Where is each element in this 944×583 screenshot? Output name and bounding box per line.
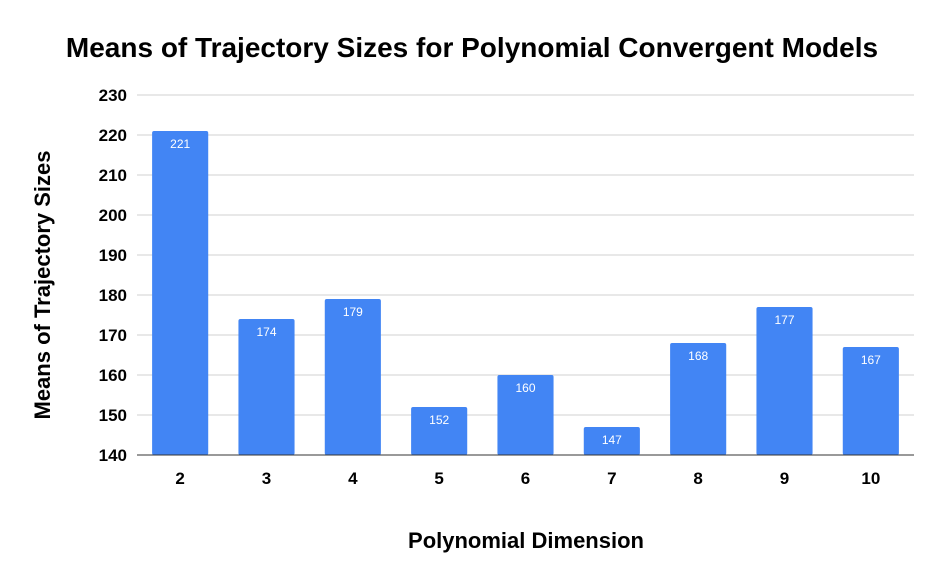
x-axis-title: Polynomial Dimension	[408, 528, 644, 553]
bar-6	[497, 375, 554, 455]
y-tick-label: 200	[99, 206, 127, 225]
bar-4	[324, 299, 381, 455]
data-label: 168	[688, 349, 708, 363]
x-tick-label: 8	[693, 469, 702, 488]
y-tick-label: 190	[99, 246, 127, 265]
bar-7	[583, 427, 640, 455]
x-tick-label: 9	[780, 469, 789, 488]
bar-10	[842, 347, 899, 455]
y-axis-title: Means of Trajectory Sizes	[30, 151, 55, 420]
x-tick-label: 5	[434, 469, 443, 488]
data-label: 167	[861, 353, 881, 367]
y-tick-label: 230	[99, 86, 127, 105]
bar-8	[670, 343, 727, 455]
x-tick-label: 3	[262, 469, 271, 488]
y-tick-label: 180	[99, 286, 127, 305]
data-label: 160	[515, 381, 535, 395]
bars	[152, 131, 899, 455]
x-tick-label: 4	[348, 469, 358, 488]
x-tick-label: 6	[521, 469, 530, 488]
data-label: 179	[343, 305, 363, 319]
bar-9	[756, 307, 813, 455]
bar-2	[152, 131, 209, 455]
y-tick-label: 170	[99, 326, 127, 345]
data-label: 174	[256, 325, 276, 339]
x-axis-ticks: 2 3 4 5 6 7 8 9 10	[175, 469, 880, 488]
y-tick-label: 210	[99, 166, 127, 185]
y-tick-label: 220	[99, 126, 127, 145]
chart-title: Means of Trajectory Sizes for Polynomial…	[65, 32, 879, 63]
y-tick-label: 160	[99, 366, 127, 385]
data-label: 177	[774, 313, 794, 327]
x-tick-label: 10	[861, 469, 880, 488]
data-label: 147	[602, 433, 622, 447]
bar-3	[238, 319, 295, 455]
data-label: 221	[170, 137, 190, 151]
data-labels: 221 174 179 152 160 147 168 177 167	[170, 137, 881, 447]
y-tick-label: 150	[99, 406, 127, 425]
x-tick-label: 2	[175, 469, 184, 488]
y-tick-label: 140	[99, 446, 127, 465]
bar-5	[411, 407, 468, 455]
x-tick-label: 7	[607, 469, 616, 488]
y-axis-ticks: 140 150 160 170 180 190 200 210 220 230	[99, 86, 127, 465]
data-label: 152	[429, 413, 449, 427]
